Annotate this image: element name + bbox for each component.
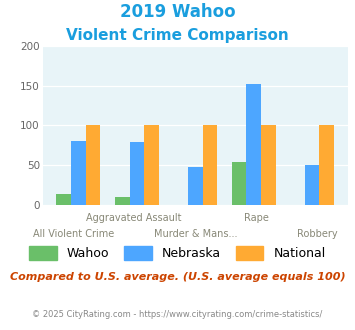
Bar [203, 125, 217, 205]
Bar [246, 84, 261, 205]
Text: All Violent Crime: All Violent Crime [33, 229, 114, 239]
Text: Compared to U.S. average. (U.S. average equals 100): Compared to U.S. average. (U.S. average … [10, 272, 345, 282]
Bar [56, 194, 71, 205]
Bar [320, 125, 334, 205]
Bar [144, 125, 159, 205]
Bar [71, 141, 86, 205]
Bar [115, 197, 130, 205]
Text: Robbery: Robbery [297, 229, 338, 239]
Text: © 2025 CityRating.com - https://www.cityrating.com/crime-statistics/: © 2025 CityRating.com - https://www.city… [32, 310, 323, 319]
Text: 2019 Wahoo: 2019 Wahoo [120, 3, 235, 21]
Bar [261, 125, 275, 205]
Bar [86, 125, 100, 205]
Bar [232, 162, 246, 205]
Text: Murder & Mans...: Murder & Mans... [153, 229, 237, 239]
Bar [305, 165, 320, 205]
Text: Aggravated Assault: Aggravated Assault [86, 213, 182, 223]
Text: Violent Crime Comparison: Violent Crime Comparison [66, 28, 289, 43]
Legend: Wahoo, Nebraska, National: Wahoo, Nebraska, National [26, 242, 329, 264]
Bar [130, 142, 144, 205]
Bar [188, 167, 203, 205]
Text: Rape: Rape [244, 213, 269, 223]
